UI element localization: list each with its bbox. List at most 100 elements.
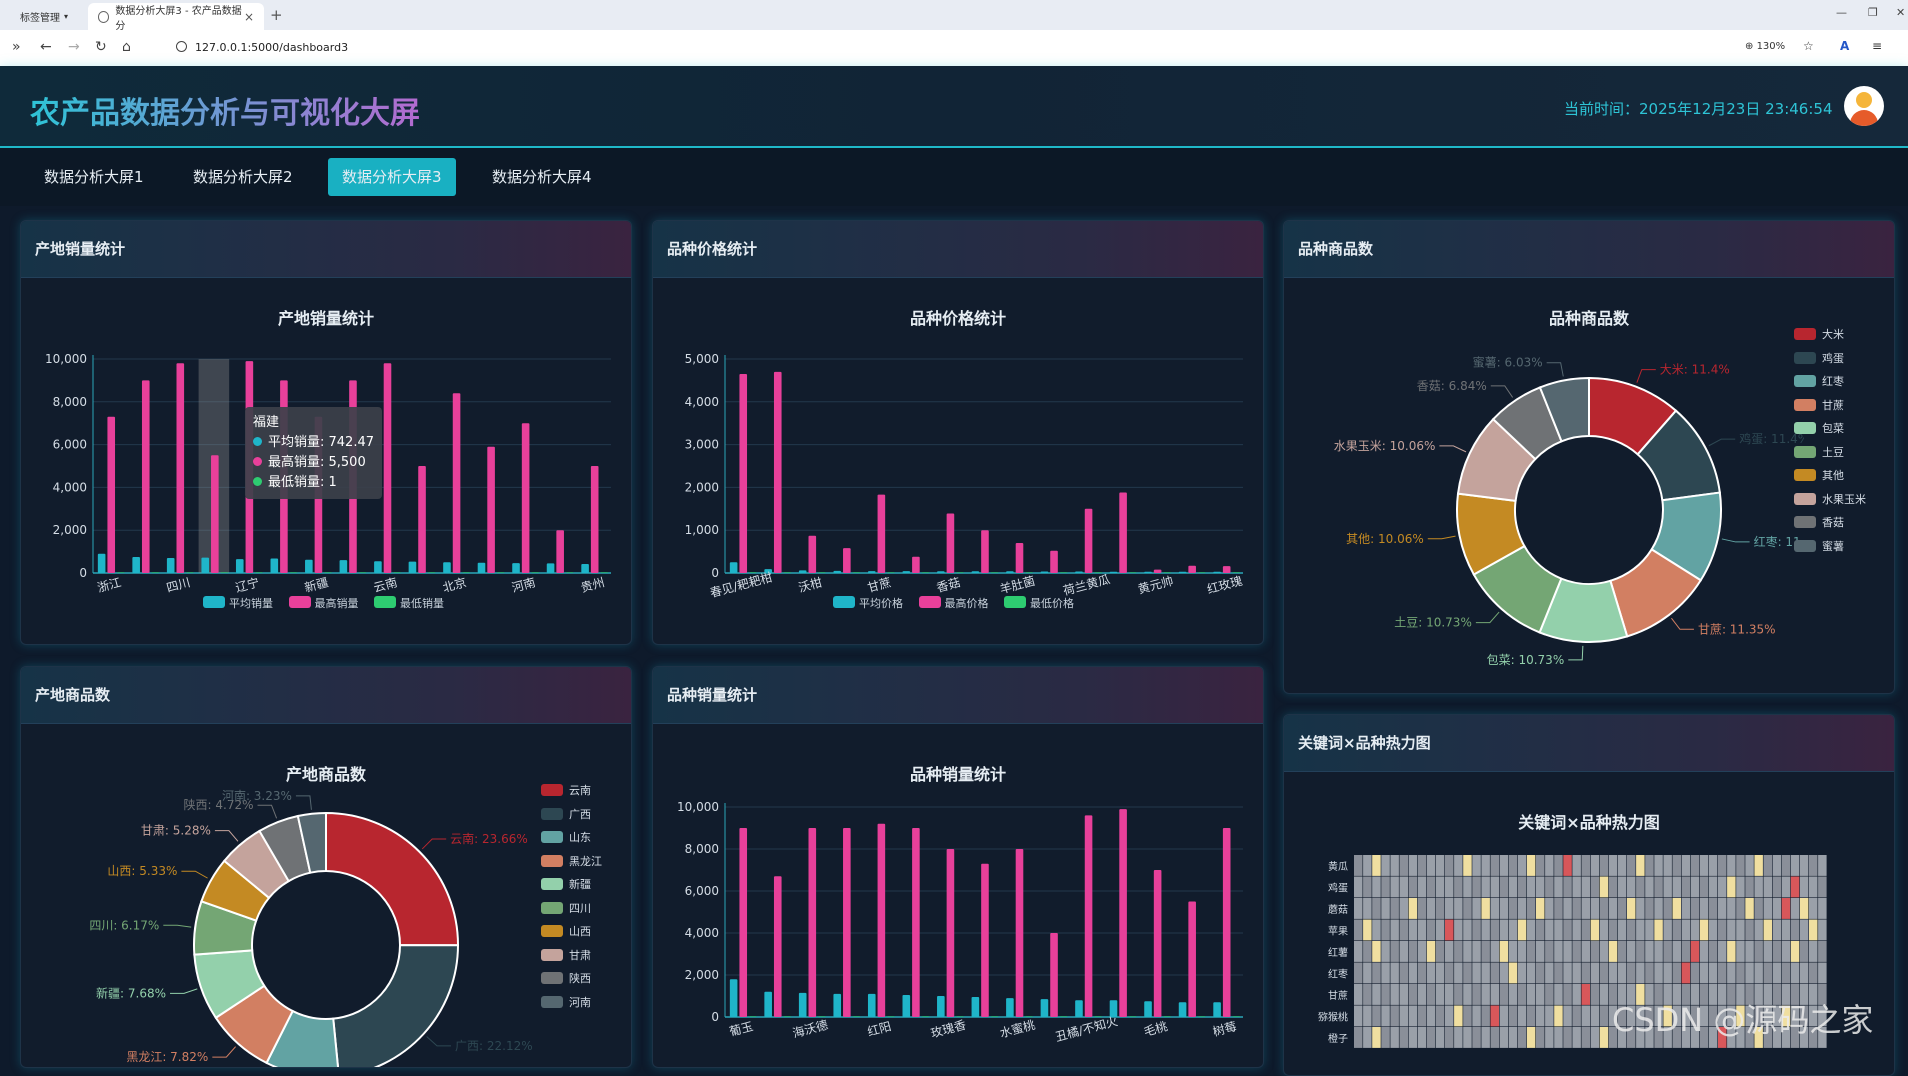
- heatmap-cell[interactable]: [1490, 919, 1500, 941]
- heatmap-cell[interactable]: [1608, 1027, 1618, 1048]
- zoom-indicator[interactable]: ⊕ 130%: [1745, 41, 1785, 52]
- heatmap-cell[interactable]: [1481, 898, 1490, 919]
- heatmap-cell[interactable]: [1736, 876, 1745, 898]
- heatmap-cell[interactable]: [1381, 855, 1390, 876]
- heatmap-cell[interactable]: [1563, 941, 1572, 962]
- close-tab-icon[interactable]: ×: [243, 9, 254, 24]
- heatmap-cell[interactable]: [1663, 962, 1672, 984]
- legend-item[interactable]: 广西: [541, 803, 602, 827]
- bar-min[interactable]: [1163, 572, 1172, 573]
- heatmap-cell[interactable]: [1517, 941, 1527, 962]
- heatmap-cell[interactable]: [1699, 941, 1709, 962]
- heatmap-cell[interactable]: [1608, 855, 1618, 876]
- heatmap-cell[interactable]: [1554, 855, 1563, 876]
- heatmap-cell[interactable]: [1663, 1027, 1672, 1048]
- heatmap-cell[interactable]: [1763, 984, 1773, 1005]
- bar-avg[interactable]: [1109, 1000, 1118, 1017]
- heatmap-cell[interactable]: [1636, 984, 1645, 1005]
- heatmap-cell[interactable]: [1690, 876, 1700, 898]
- heatmap-cell[interactable]: [1718, 941, 1727, 962]
- heatmap-cell[interactable]: [1554, 962, 1563, 984]
- heatmap-cell[interactable]: [1799, 855, 1809, 876]
- heatmap-cell[interactable]: [1654, 1005, 1663, 1027]
- legend-item[interactable]: 山东: [541, 826, 602, 850]
- heatmap-cell[interactable]: [1727, 941, 1736, 962]
- heatmap-cell[interactable]: [1363, 984, 1372, 1005]
- heatmap-cell[interactable]: [1790, 898, 1800, 919]
- heatmap-cell[interactable]: [1545, 984, 1554, 1005]
- heatmap-cell[interactable]: [1681, 898, 1691, 919]
- heatmap-cell[interactable]: [1745, 876, 1754, 898]
- heatmap-cell[interactable]: [1454, 898, 1463, 919]
- heatmap-cell[interactable]: [1754, 1005, 1763, 1027]
- heatmap-cell[interactable]: [1545, 1005, 1554, 1027]
- heatmap-cell[interactable]: [1445, 962, 1454, 984]
- heatmap-cell[interactable]: [1481, 984, 1490, 1005]
- pie-slice[interactable]: [332, 944, 460, 1068]
- heatmap-cell[interactable]: [1790, 941, 1800, 962]
- bar-avg[interactable]: [408, 561, 417, 573]
- heatmap-cell[interactable]: [1590, 919, 1600, 941]
- legend-item[interactable]: 甘肃: [541, 944, 602, 968]
- bar-avg[interactable]: [581, 564, 589, 573]
- heatmap-cell[interactable]: [1390, 898, 1399, 919]
- legend-min[interactable]: 最低价格: [1004, 596, 1074, 610]
- variety-sales-chart[interactable]: 0 2,000 4,000 6,000 8,000 10,000 葡玉 海沃德 红阳 玫瑰香 水蜜桃…: [653, 787, 1263, 1068]
- heatmap-cell[interactable]: [1799, 984, 1809, 1005]
- bar-min[interactable]: [1025, 572, 1033, 573]
- heatmap-cell[interactable]: [1372, 1027, 1381, 1048]
- heatmap-cell[interactable]: [1790, 919, 1800, 941]
- legend-avg[interactable]: 平均销量: [203, 596, 273, 610]
- heatmap-cell[interactable]: [1490, 1005, 1500, 1027]
- bar-avg[interactable]: [132, 556, 140, 573]
- browser-tab-dashboard3[interactable]: 数据分析大屏3 - 农产品数据分 ×: [88, 3, 264, 32]
- heatmap-cell[interactable]: [1426, 876, 1436, 898]
- legend-item[interactable]: 陕西: [541, 967, 602, 991]
- heatmap-cell[interactable]: [1381, 919, 1390, 941]
- heatmap-cell[interactable]: [1508, 941, 1518, 962]
- bar-min[interactable]: [324, 572, 332, 573]
- heatmap-cell[interactable]: [1754, 1027, 1763, 1048]
- heatmap-cell[interactable]: [1372, 1005, 1381, 1027]
- heatmap-cell[interactable]: [1727, 962, 1736, 984]
- heatmap-cell[interactable]: [1372, 898, 1381, 919]
- heatmap-cell[interactable]: [1645, 876, 1654, 898]
- bar-max[interactable]: [1153, 569, 1162, 573]
- bar-min[interactable]: [358, 572, 367, 573]
- bar-max[interactable]: [452, 393, 461, 573]
- bar-avg[interactable]: [97, 553, 106, 573]
- heatmap-cell[interactable]: [1654, 898, 1663, 919]
- heatmap-cell[interactable]: [1690, 1027, 1700, 1048]
- heatmap-cell[interactable]: [1554, 984, 1563, 1005]
- heatmap-cell[interactable]: [1517, 962, 1527, 984]
- heatmap-cell[interactable]: [1745, 1027, 1754, 1048]
- heatmap-cell[interactable]: [1454, 1005, 1463, 1027]
- heatmap-cell[interactable]: [1390, 919, 1399, 941]
- heatmap-cell[interactable]: [1672, 919, 1682, 941]
- bar-min[interactable]: [565, 572, 574, 573]
- heatmap-cell[interactable]: [1672, 962, 1682, 984]
- tab-dashboard4[interactable]: 数据分析大屏4: [492, 168, 592, 186]
- heatmap-cell[interactable]: [1599, 898, 1609, 919]
- heatmap-cell[interactable]: [1499, 855, 1509, 876]
- bar-min[interactable]: [1197, 1016, 1206, 1017]
- heatmap-cell[interactable]: [1727, 1005, 1736, 1027]
- heatmap-cell[interactable]: [1481, 1027, 1490, 1048]
- heatmap-cell[interactable]: [1435, 1005, 1445, 1027]
- heatmap-cell[interactable]: [1708, 962, 1718, 984]
- heatmap-cell[interactable]: [1672, 898, 1682, 919]
- heatmap-cell[interactable]: [1608, 1005, 1618, 1027]
- heatmap-cell[interactable]: [1399, 855, 1409, 876]
- heatmap-cell[interactable]: [1681, 962, 1691, 984]
- bar-avg[interactable]: [305, 559, 313, 573]
- bar-min[interactable]: [1163, 1016, 1172, 1017]
- bar-avg[interactable]: [867, 571, 876, 573]
- tab-dashboard3[interactable]: 数据分析大屏3: [328, 158, 456, 196]
- heatmap-cell[interactable]: [1417, 1027, 1427, 1048]
- bar-min[interactable]: [852, 572, 861, 573]
- bar-avg[interactable]: [443, 562, 451, 573]
- heatmap-cell[interactable]: [1399, 919, 1409, 941]
- bar-min[interactable]: [289, 572, 298, 573]
- bar-max[interactable]: [141, 380, 150, 573]
- heatmap-cell[interactable]: [1727, 876, 1736, 898]
